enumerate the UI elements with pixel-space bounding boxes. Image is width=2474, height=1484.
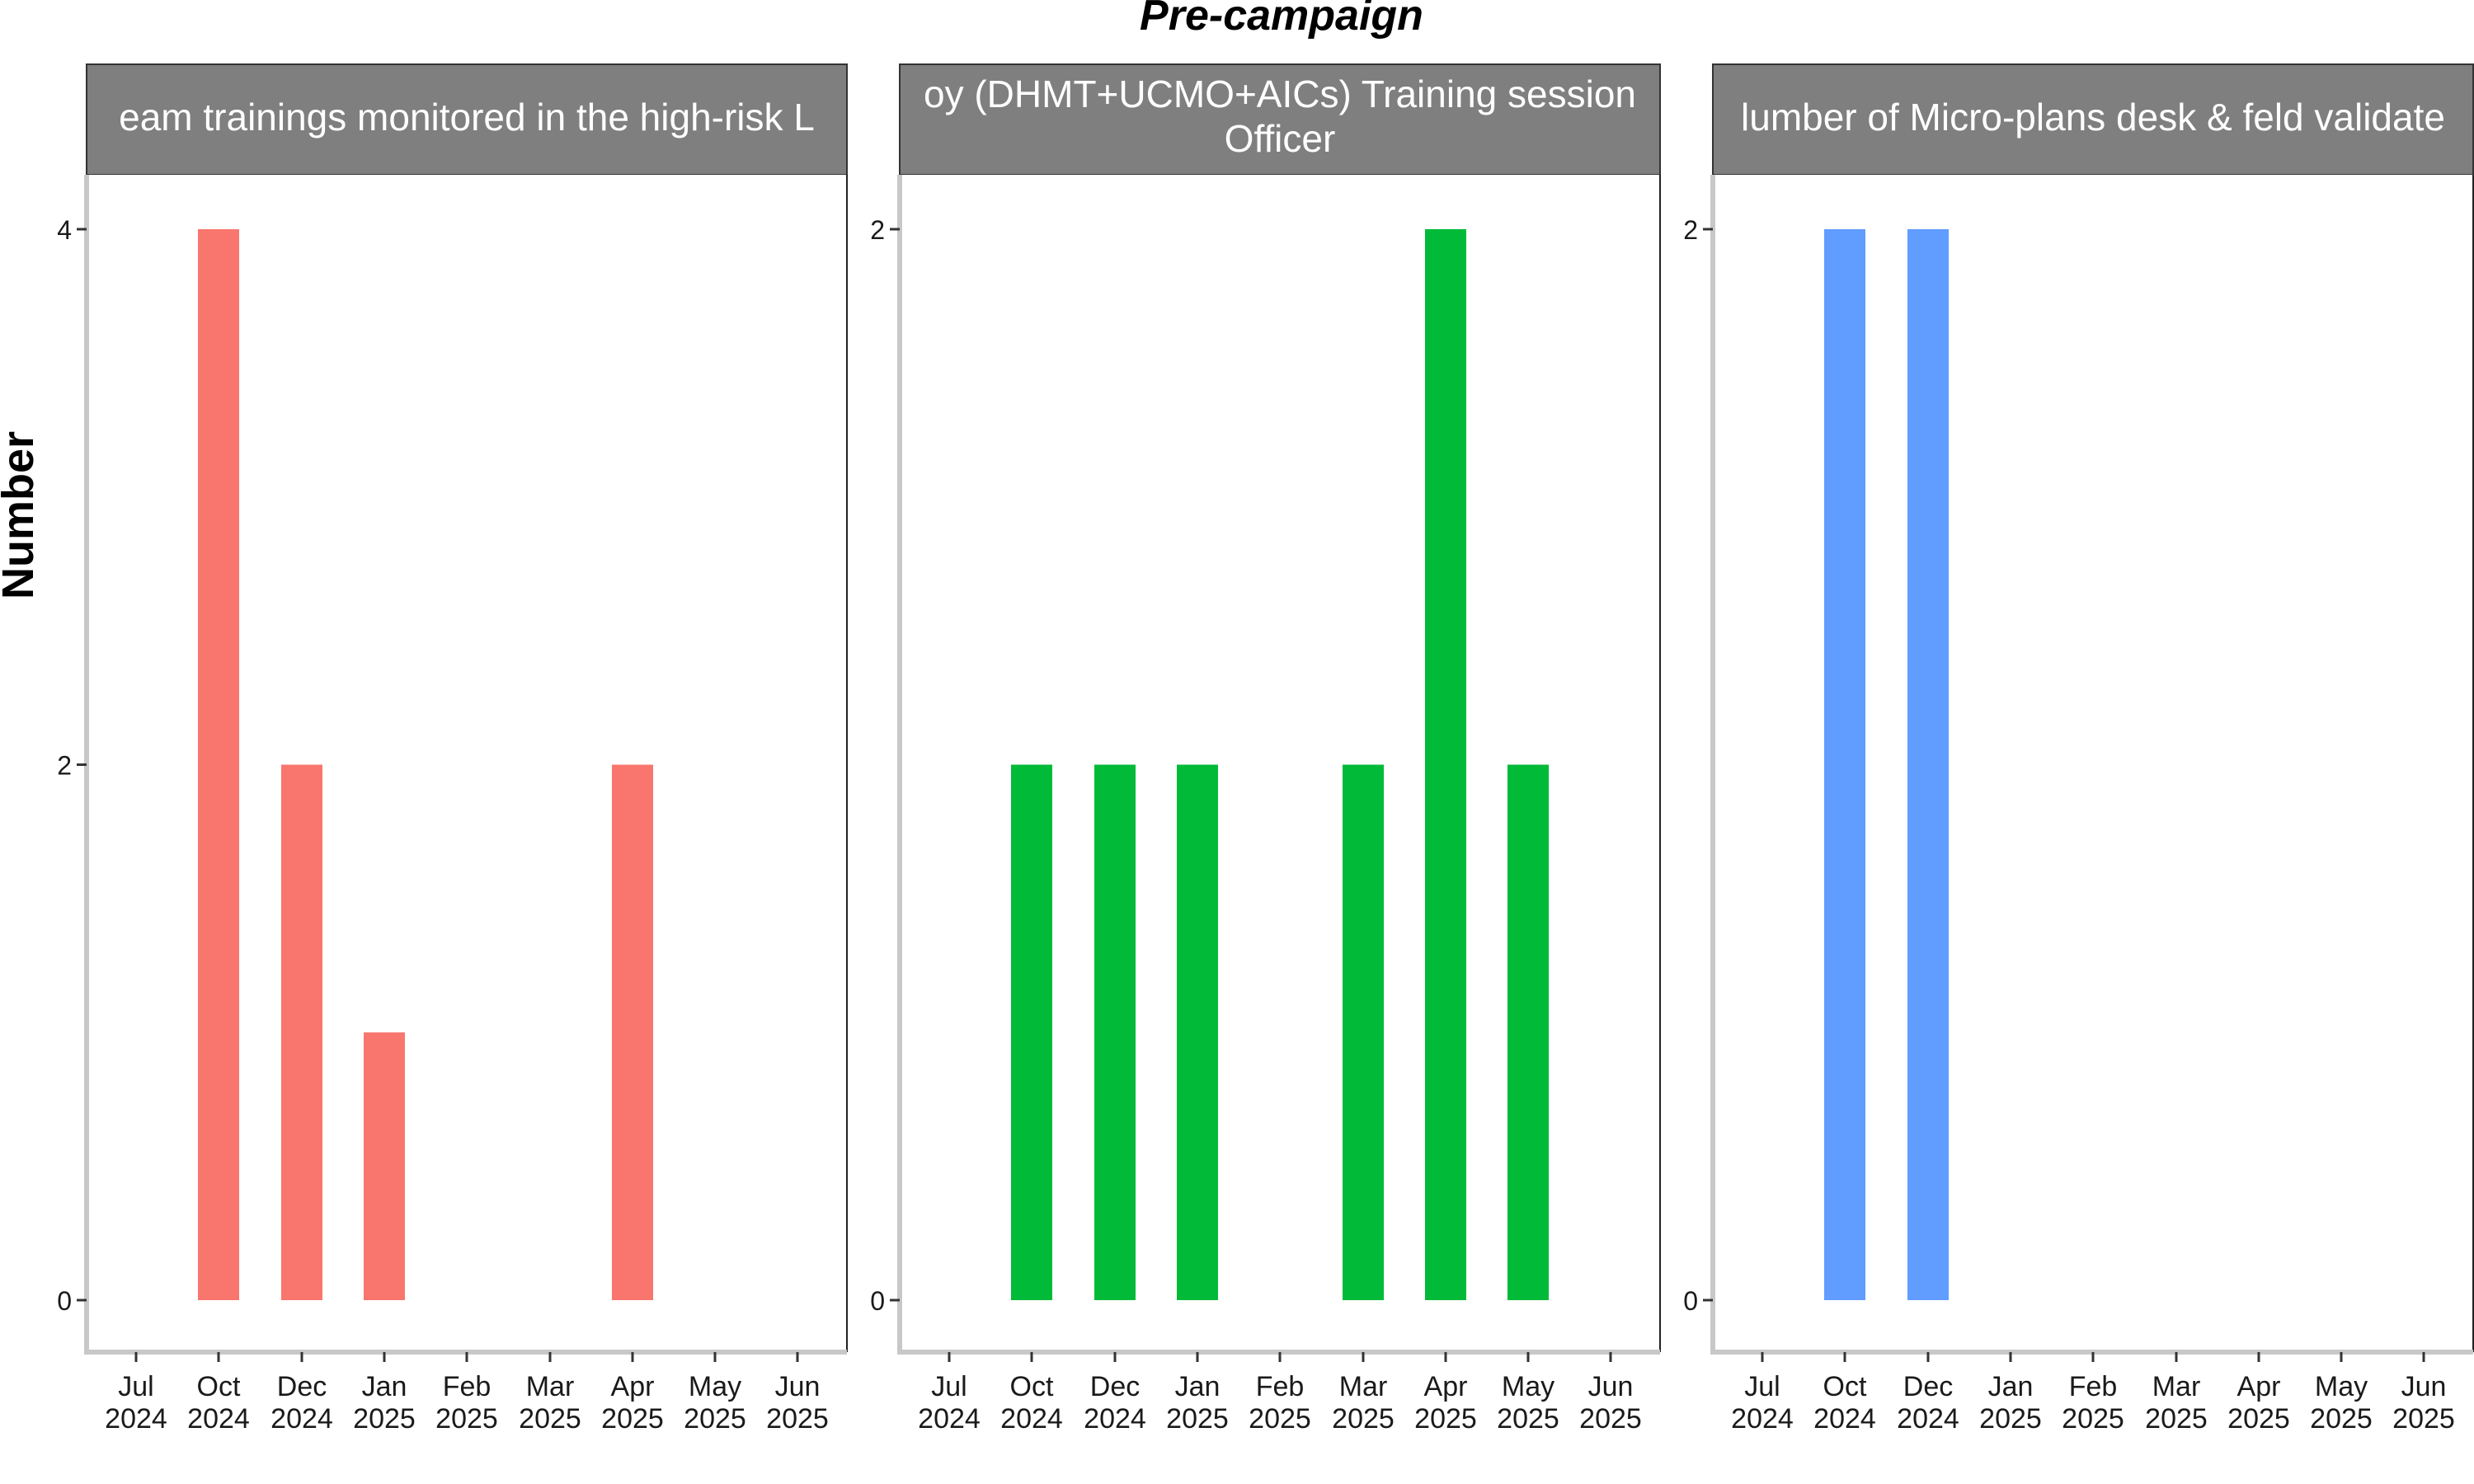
x-tick-label-month: Jun: [2401, 1371, 2447, 1402]
x-tick-label-year: 2025: [2227, 1403, 2290, 1435]
x-tick-label-year: 2024: [187, 1403, 250, 1435]
x-tick-label-month: Jan: [1988, 1371, 2034, 1402]
x-tick-label-month: Jun: [1588, 1371, 1634, 1402]
y-tick-label: 4: [57, 215, 72, 245]
facet-strip-label: Officer: [1225, 117, 1336, 160]
bar: [1177, 764, 1218, 1300]
facet-strip-label: eam trainings monitored in the high-risk…: [119, 96, 815, 139]
x-tick-label-year: 2025: [519, 1403, 581, 1435]
x-tick-label-month: May: [689, 1371, 741, 1402]
x-tick-label-month: Apr: [2237, 1371, 2281, 1402]
x-tick-label-year: 2024: [1000, 1403, 1063, 1435]
x-tick-label-month: Jan: [1175, 1371, 1221, 1402]
bar: [612, 764, 653, 1300]
x-tick-label-month: Feb: [1256, 1371, 1305, 1402]
x-tick-label-month: Oct: [1010, 1371, 1054, 1402]
bar: [198, 229, 239, 1300]
chart-title: Pre-campaign: [1140, 0, 1423, 40]
bar: [1094, 764, 1136, 1300]
x-tick-label-year: 2025: [601, 1403, 664, 1435]
x-tick-label-month: Feb: [443, 1371, 492, 1402]
x-tick-label-year: 2025: [766, 1403, 829, 1435]
facet-panel-3: lumber of Micro-plans desk & feld valida…: [1683, 63, 2474, 1435]
x-tick-label-month: Mar: [1339, 1371, 1388, 1402]
bar: [281, 764, 322, 1300]
bar: [1907, 229, 1949, 1300]
bar: [1507, 764, 1549, 1300]
bar: [1425, 229, 1466, 1300]
x-tick-label-year: 2025: [2145, 1403, 2208, 1435]
x-tick-label-month: May: [1502, 1371, 1554, 1402]
y-axis-label: Number: [0, 431, 43, 599]
x-tick-label-month: Feb: [2069, 1371, 2118, 1402]
x-tick-label-year: 2024: [918, 1403, 981, 1435]
x-tick-label-year: 2025: [1166, 1403, 1229, 1435]
x-tick-label-year: 2025: [2310, 1403, 2373, 1435]
x-tick-label-month: Jul: [931, 1371, 967, 1402]
x-tick-label-month: Apr: [1424, 1371, 1468, 1402]
x-tick-label-year: 2025: [1497, 1403, 1559, 1435]
facet-panel-1: eam trainings monitored in the high-risk…: [57, 63, 848, 1435]
x-tick-label-month: Jan: [362, 1371, 407, 1402]
x-tick-label-year: 2024: [105, 1403, 167, 1435]
x-tick-label-month: Mar: [526, 1371, 575, 1402]
x-tick-label-year: 2025: [1979, 1403, 2042, 1435]
x-tick-label-year: 2025: [353, 1403, 416, 1435]
x-tick-label-month: Mar: [2152, 1371, 2201, 1402]
x-tick-label-month: Jul: [118, 1371, 153, 1402]
x-tick-label-year: 2025: [2062, 1403, 2124, 1435]
bar: [1824, 229, 1865, 1300]
x-tick-label-month: Apr: [611, 1371, 655, 1402]
x-tick-label-year: 2025: [684, 1403, 746, 1435]
x-tick-label-year: 2025: [435, 1403, 498, 1435]
x-tick-label-year: 2024: [1731, 1403, 1794, 1435]
x-tick-label-month: Dec: [1903, 1371, 1953, 1402]
x-tick-label-month: Dec: [277, 1371, 327, 1402]
y-tick-label: 2: [57, 751, 72, 781]
facet-strip: [1712, 63, 2474, 176]
x-tick-label-year: 2025: [1332, 1403, 1395, 1435]
x-tick-label-year: 2025: [2392, 1403, 2455, 1435]
x-tick-label-month: Jun: [775, 1371, 821, 1402]
x-tick-label-year: 2025: [1249, 1403, 1311, 1435]
facet-strip-label: oy (DHMT+UCMO+AICs) Training session: [924, 73, 1636, 115]
x-tick-label-year: 2024: [1897, 1403, 1959, 1435]
bar: [1011, 764, 1052, 1300]
facet-strip: [899, 63, 1661, 176]
bar: [1343, 764, 1384, 1300]
bar: [364, 1032, 405, 1300]
x-tick-label-month: Dec: [1090, 1371, 1140, 1402]
x-tick-label-year: 2024: [270, 1403, 333, 1435]
x-tick-label-year: 2025: [1414, 1403, 1477, 1435]
x-tick-label-month: Oct: [1823, 1371, 1867, 1402]
facet-strip: [86, 63, 848, 176]
facet-strip-label: lumber of Micro-plans desk & feld valida…: [1741, 96, 2445, 139]
y-tick-label: 0: [57, 1286, 72, 1316]
x-tick-label-year: 2024: [1813, 1403, 1876, 1435]
y-tick-label: 0: [870, 1286, 885, 1316]
y-tick-label: 2: [870, 215, 885, 245]
y-tick-label: 2: [1683, 215, 1698, 245]
x-tick-label-month: Jul: [1744, 1371, 1780, 1402]
x-tick-label-month: May: [2315, 1371, 2368, 1402]
x-tick-label-year: 2025: [1579, 1403, 1642, 1435]
facet-panel-2: oy (DHMT+UCMO+AICs) Training sessionOffi…: [870, 63, 1661, 1435]
x-tick-label-year: 2024: [1084, 1403, 1146, 1435]
y-tick-label: 0: [1683, 1286, 1698, 1316]
x-tick-label-month: Oct: [197, 1371, 241, 1402]
